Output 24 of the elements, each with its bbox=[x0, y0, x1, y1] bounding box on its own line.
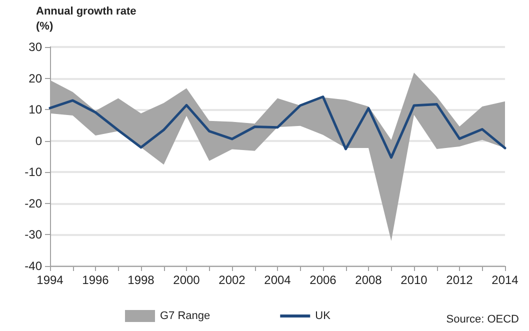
y-tick-label: 20 bbox=[28, 71, 42, 86]
y-tick-label: -40 bbox=[24, 259, 42, 273]
y-tick-label: -20 bbox=[24, 196, 42, 210]
x-tick-label: 2014 bbox=[492, 273, 519, 287]
y-tick-label: -10 bbox=[24, 165, 42, 180]
x-tick-label: 2004 bbox=[264, 273, 292, 287]
x-tick-label: 1998 bbox=[128, 273, 155, 287]
source-note: Source: OECD bbox=[446, 314, 520, 326]
x-tick-label: 1994 bbox=[36, 273, 64, 287]
x-tick-label: 2002 bbox=[218, 273, 246, 287]
x-tick-label: 2006 bbox=[310, 273, 337, 287]
x-tick-label: 2000 bbox=[173, 273, 200, 287]
x-tick-label: 1996 bbox=[82, 273, 110, 287]
y-axis-title: Annual growth rate (%) bbox=[36, 6, 136, 32]
y-tick-label: 30 bbox=[28, 40, 42, 54]
y-tick-label: 10 bbox=[28, 102, 42, 117]
x-tick-label: 2008 bbox=[355, 273, 382, 287]
y-tick-label: -30 bbox=[24, 228, 42, 242]
legend-label: G7 Range bbox=[160, 310, 210, 322]
legend-label: UK bbox=[315, 310, 332, 322]
line-series bbox=[48, 95, 506, 159]
x-tick-label: 2012 bbox=[446, 273, 474, 287]
y-tick-label: 0 bbox=[35, 134, 42, 148]
x-tick-label: 2010 bbox=[400, 273, 428, 287]
